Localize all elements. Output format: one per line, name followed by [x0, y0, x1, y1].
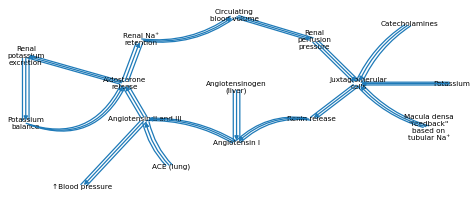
FancyArrowPatch shape	[313, 42, 353, 82]
Text: Renal
perfusion
pressure: Renal perfusion pressure	[297, 30, 331, 50]
FancyArrowPatch shape	[28, 87, 122, 130]
FancyArrowPatch shape	[122, 42, 137, 81]
Text: Renal Na⁺
retention: Renal Na⁺ retention	[122, 33, 158, 46]
FancyArrowPatch shape	[31, 87, 125, 131]
FancyArrowPatch shape	[319, 41, 359, 81]
Text: Potassium: Potassium	[434, 81, 471, 87]
FancyArrowPatch shape	[146, 120, 232, 143]
FancyArrowPatch shape	[145, 123, 169, 165]
Text: Circulating
blood volume: Circulating blood volume	[210, 9, 259, 22]
FancyArrowPatch shape	[24, 59, 27, 119]
FancyArrowPatch shape	[363, 82, 449, 85]
FancyArrowPatch shape	[235, 18, 310, 40]
Text: Juxtaglomerular
cells: Juxtaglomerular cells	[329, 77, 387, 90]
FancyArrowPatch shape	[142, 16, 230, 40]
FancyArrowPatch shape	[311, 85, 353, 117]
Text: Catecholamines: Catecholamines	[381, 21, 439, 27]
FancyArrowPatch shape	[30, 56, 121, 83]
FancyArrowPatch shape	[26, 85, 120, 129]
FancyArrowPatch shape	[363, 85, 428, 126]
FancyArrowPatch shape	[235, 90, 238, 139]
FancyArrowPatch shape	[239, 16, 313, 38]
Text: Potassium
balance: Potassium balance	[7, 117, 44, 130]
Text: Aldosterone
release: Aldosterone release	[102, 77, 146, 90]
FancyArrowPatch shape	[129, 86, 147, 117]
FancyArrowPatch shape	[239, 118, 309, 140]
Text: Renal
potassium
excretion: Renal potassium excretion	[7, 46, 45, 66]
FancyArrowPatch shape	[125, 44, 139, 81]
FancyArrowPatch shape	[361, 87, 426, 127]
FancyArrowPatch shape	[143, 122, 166, 166]
FancyArrowPatch shape	[363, 26, 410, 82]
Text: Macula densa
"feedback"
based on
tubular Na⁺: Macula densa "feedback" based on tubular…	[404, 114, 454, 141]
Text: Renin release: Renin release	[287, 116, 336, 122]
FancyArrowPatch shape	[27, 58, 119, 84]
FancyArrowPatch shape	[357, 86, 423, 127]
FancyArrowPatch shape	[30, 55, 123, 82]
FancyArrowPatch shape	[356, 25, 404, 81]
Text: Angiotensin I: Angiotensin I	[213, 140, 260, 146]
FancyArrowPatch shape	[240, 119, 311, 142]
FancyArrowPatch shape	[150, 118, 236, 141]
Text: Angiotensin II and III: Angiotensin II and III	[109, 116, 182, 122]
FancyArrowPatch shape	[85, 121, 143, 184]
FancyArrowPatch shape	[315, 85, 356, 117]
FancyArrowPatch shape	[316, 42, 356, 81]
FancyArrowPatch shape	[317, 86, 359, 118]
Text: ↑Blood pressure: ↑Blood pressure	[52, 184, 112, 190]
FancyArrowPatch shape	[122, 86, 141, 117]
FancyArrowPatch shape	[81, 121, 140, 184]
FancyArrowPatch shape	[87, 122, 146, 185]
FancyArrowPatch shape	[237, 17, 310, 39]
FancyArrowPatch shape	[237, 117, 307, 140]
Text: Angiotensinogen
(liver): Angiotensinogen (liver)	[206, 81, 267, 94]
FancyArrowPatch shape	[143, 18, 231, 41]
FancyArrowPatch shape	[149, 122, 172, 165]
FancyArrowPatch shape	[145, 19, 234, 42]
Text: ACE (lung): ACE (lung)	[152, 164, 190, 170]
FancyArrowPatch shape	[149, 118, 234, 142]
FancyArrowPatch shape	[126, 87, 144, 117]
FancyArrowPatch shape	[360, 25, 408, 80]
FancyArrowPatch shape	[128, 43, 143, 81]
